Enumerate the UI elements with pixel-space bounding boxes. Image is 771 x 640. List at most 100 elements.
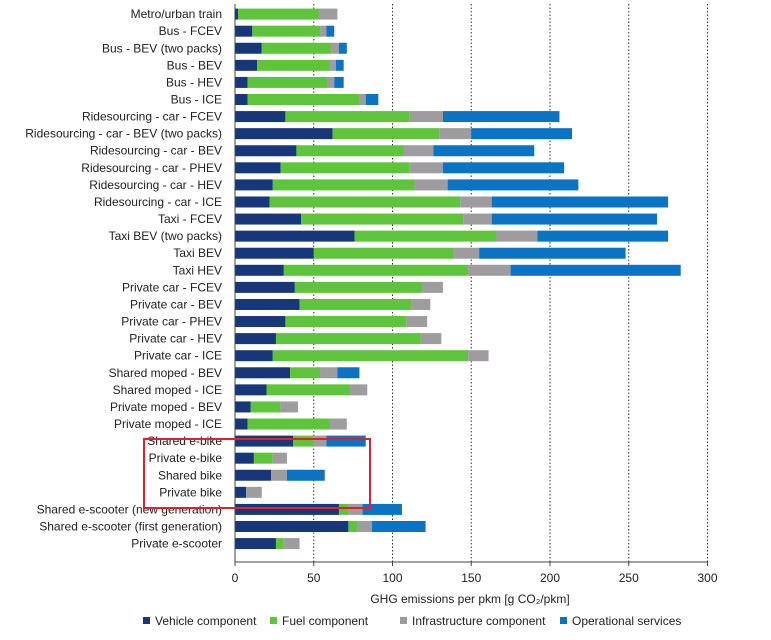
bar-ridesourcing-car-phev-operational-services bbox=[442, 162, 565, 174]
bar-private-car-hev-vehicle-component bbox=[235, 333, 276, 345]
legend: Vehicle component Fuel component Infrastru… bbox=[143, 614, 681, 628]
bar-private-moped-ice-fuel-component bbox=[247, 418, 330, 430]
bar-private-moped-bev-fuel-component bbox=[250, 401, 281, 413]
bar-taxi-bev-two-packs-vehicle-component bbox=[235, 230, 355, 242]
bars bbox=[235, 8, 681, 550]
category-label: Private e-scooter bbox=[131, 537, 222, 551]
bar-ridesourcing-car-bev-operational-services bbox=[433, 145, 535, 157]
bar-private-e-scooter-vehicle-component bbox=[235, 538, 276, 550]
bar-ridesourcing-car-fcev-operational-services bbox=[442, 111, 560, 123]
category-label: Ridesourcing - car - ICE bbox=[94, 195, 222, 209]
bar-shared-e-bike-vehicle-component bbox=[235, 435, 294, 447]
x-tick-label: 250 bbox=[619, 571, 639, 585]
bar-taxi-bev-fuel-component bbox=[313, 247, 454, 259]
category-label: Bus - FCEV bbox=[159, 24, 222, 38]
bar-shared-moped-bev-infrastructure-component bbox=[320, 367, 338, 379]
bar-ridesourcing-car-bev-two-packs-vehicle-component bbox=[235, 128, 333, 140]
bar-shared-e-bike-infrastructure-component bbox=[313, 435, 327, 447]
category-label: Private car - BEV bbox=[130, 297, 222, 311]
bar-metro-urban-train-fuel-component bbox=[238, 8, 319, 20]
category-label: Taxi BEV bbox=[173, 246, 222, 260]
x-tick-label: 300 bbox=[697, 571, 717, 585]
bar-private-moped-ice-infrastructure-component bbox=[329, 418, 347, 430]
legend-label-infrastructure-component: Infrastructure component bbox=[412, 614, 546, 628]
x-tick-label: 200 bbox=[540, 571, 560, 585]
category-label: Private car - ICE bbox=[134, 349, 222, 363]
bar-ridesourcing-car-ice-vehicle-component bbox=[235, 196, 270, 208]
category-label: Bus - ICE bbox=[171, 93, 222, 107]
bar-ridesourcing-car-ice-infrastructure-component bbox=[460, 196, 492, 208]
bar-taxi-bev-vehicle-component bbox=[235, 247, 314, 259]
bar-shared-moped-ice-vehicle-component bbox=[235, 384, 267, 396]
bar-shared-bike-vehicle-component bbox=[235, 469, 272, 481]
bar-bus-hev-vehicle-component bbox=[235, 76, 248, 88]
highlight-box bbox=[143, 438, 371, 509]
category-label: Ridesourcing - car - HEV bbox=[89, 178, 222, 192]
bar-private-car-ice-vehicle-component bbox=[235, 350, 273, 362]
bar-ridesourcing-car-hev-infrastructure-component bbox=[414, 179, 448, 191]
category-label: Private e-bike bbox=[149, 451, 223, 465]
bar-ridesourcing-car-bev-vehicle-component bbox=[235, 145, 297, 157]
bar-shared-e-scooter-first-generation-fuel-component bbox=[348, 521, 358, 532]
bar-ridesourcing-car-phev-vehicle-component bbox=[235, 162, 281, 174]
bar-ridesourcing-car-bev-fuel-component bbox=[296, 145, 404, 157]
bar-ridesourcing-car-ice-fuel-component bbox=[269, 196, 461, 208]
bar-private-e-scooter-infrastructure-component bbox=[283, 538, 300, 550]
bar-private-e-bike-vehicle-component bbox=[235, 452, 254, 464]
bar-private-car-bev-infrastructure-component bbox=[411, 298, 431, 310]
x-axis-title: GHG emissions per pkm [g CO₂/pkm] bbox=[370, 592, 569, 606]
bar-shared-bike-infrastructure-component bbox=[271, 469, 287, 481]
category-label: Shared e-bike bbox=[147, 434, 222, 448]
bar-taxi-bev-two-packs-infrastructure-component bbox=[496, 230, 538, 242]
category-label: Shared bike bbox=[158, 468, 222, 482]
category-label: Private car - PHEV bbox=[121, 315, 222, 329]
bar-bus-hev-infrastructure-component bbox=[327, 76, 335, 88]
bar-bus-bev-two-packs-fuel-component bbox=[261, 42, 332, 54]
bar-ridesourcing-car-bev-two-packs-operational-services bbox=[471, 128, 573, 140]
bar-private-car-hev-infrastructure-component bbox=[420, 333, 442, 345]
category-label: Bus - BEV bbox=[167, 58, 222, 72]
bar-private-moped-bev-infrastructure-component bbox=[280, 401, 298, 413]
bar-shared-e-bike-fuel-component bbox=[293, 435, 314, 447]
bar-bus-ice-vehicle-component bbox=[235, 94, 248, 105]
category-label: Shared moped - ICE bbox=[113, 383, 222, 397]
bar-shared-moped-bev-operational-services bbox=[337, 367, 360, 379]
bar-ridesourcing-car-hev-operational-services bbox=[447, 179, 579, 191]
bar-ridesourcing-car-fcev-vehicle-component bbox=[235, 111, 286, 123]
bar-taxi-bev-infrastructure-component bbox=[453, 247, 480, 259]
bar-bus-bev-two-packs-operational-services bbox=[338, 42, 347, 54]
bar-bus-bev-vehicle-component bbox=[235, 59, 258, 71]
category-label: Metro/urban train bbox=[131, 7, 222, 21]
bar-shared-e-scooter-first-generation-infrastructure-component bbox=[357, 521, 373, 532]
legend-label-fuel-component: Fuel component bbox=[282, 614, 369, 628]
legend-label-operational-services: Operational services bbox=[572, 614, 681, 628]
category-label: Shared e-scooter (new generation) bbox=[37, 502, 222, 516]
x-tick-label: 150 bbox=[461, 571, 481, 585]
bar-shared-e-scooter-new-generation-operational-services bbox=[362, 503, 402, 515]
bar-bus-bev-fuel-component bbox=[257, 59, 330, 71]
bar-ridesourcing-car-bev-infrastructure-component bbox=[403, 145, 434, 157]
bar-taxi-bev-two-packs-fuel-component bbox=[354, 230, 497, 242]
bar-ridesourcing-car-hev-vehicle-component bbox=[235, 179, 273, 191]
bar-ridesourcing-car-phev-infrastructure-component bbox=[409, 162, 443, 174]
category-label: Taxi HEV bbox=[173, 263, 222, 277]
bar-private-car-fcev-fuel-component bbox=[294, 281, 423, 293]
bar-taxi-hev-vehicle-component bbox=[235, 264, 284, 276]
bar-private-car-hev-fuel-component bbox=[275, 333, 421, 345]
bar-bus-bev-two-packs-infrastructure-component bbox=[331, 42, 339, 54]
category-label: Private car - HEV bbox=[129, 332, 222, 346]
bar-private-car-ice-fuel-component bbox=[272, 350, 469, 362]
bar-metro-urban-train-infrastructure-component bbox=[318, 8, 338, 20]
bar-taxi-hev-operational-services bbox=[510, 264, 681, 276]
bar-shared-e-scooter-new-generation-fuel-component bbox=[338, 503, 349, 515]
category-label: Taxi - FCEV bbox=[158, 212, 222, 226]
bar-taxi-fcev-infrastructure-component bbox=[463, 213, 492, 225]
category-labels: Metro/urban train Bus - FCEV Bus - BEV (tw… bbox=[25, 7, 222, 550]
category-label: Ridesourcing - car - BEV bbox=[90, 144, 222, 158]
bar-private-car-fcev-infrastructure-component bbox=[422, 281, 443, 293]
bar-private-car-fcev-vehicle-component bbox=[235, 281, 295, 293]
bar-shared-e-bike-operational-services bbox=[326, 435, 366, 447]
bar-bus-fcev-vehicle-component bbox=[235, 25, 253, 37]
category-label: Private moped - BEV bbox=[110, 400, 222, 414]
